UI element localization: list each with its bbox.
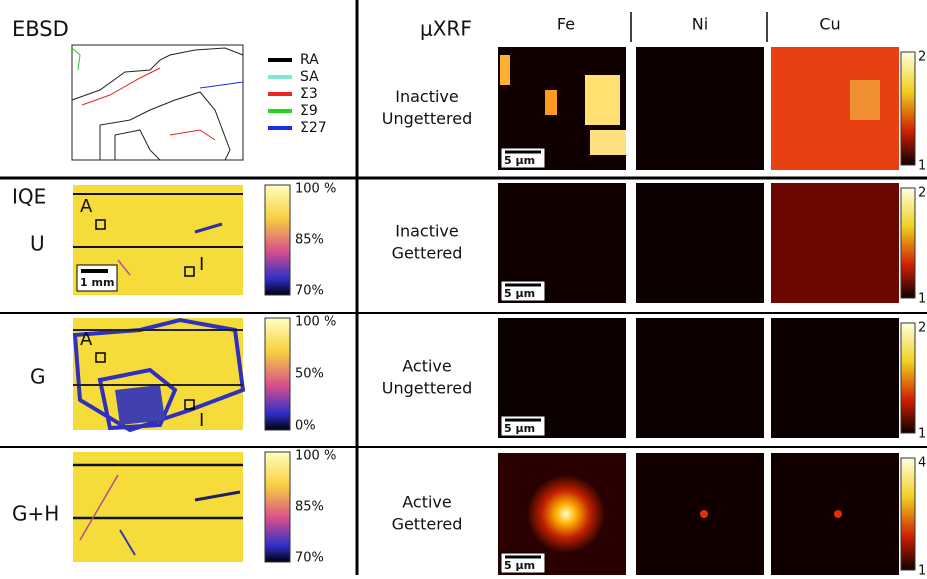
colorbar-label: 1 (918, 427, 926, 442)
row-label: U (30, 232, 45, 256)
section-title: EBSD (12, 17, 69, 41)
scale-bar-label: 5 μm (504, 559, 535, 572)
colorbar (264, 184, 291, 296)
colorbar-label: 100 % (295, 449, 336, 464)
row-label: G+H (12, 502, 59, 526)
column-header: Fe (557, 15, 575, 34)
colorbar (264, 451, 291, 563)
sample-label: Gettered (392, 515, 463, 534)
colorbar-label: 1 (918, 564, 926, 576)
colorbar-label: 2 (918, 321, 926, 336)
column-header: Cu (819, 15, 840, 34)
colorbar-label: 2 (918, 50, 926, 65)
legend-label: Σ27 (300, 120, 327, 136)
colorbar (900, 187, 916, 299)
marker-label: A (80, 196, 93, 217)
iqe-map (72, 185, 246, 562)
colorbar-label: 0% (295, 419, 316, 434)
scale-bar-label: 5 μm (504, 287, 535, 300)
colorbar-label: 85% (295, 233, 324, 248)
colorbar (264, 317, 291, 431)
marker-box (95, 219, 106, 230)
colorbar-label: 1 (918, 292, 926, 307)
legend-label: RA (300, 52, 319, 68)
xrf-map (498, 47, 899, 575)
section-title: μXRF (420, 17, 472, 41)
colorbar-label: 2 (918, 186, 926, 201)
column-header: Ni (692, 15, 708, 34)
colorbar-label: 70% (295, 551, 324, 566)
marker-box (184, 266, 195, 277)
sample-label: Ungettered (382, 379, 472, 398)
sample-label: Inactive (395, 87, 459, 106)
section-title: IQE (12, 185, 46, 209)
scale-bar-label: 5 μm (504, 154, 535, 167)
colorbar-label: 70% (295, 284, 324, 299)
colorbar-label: 85% (295, 500, 324, 515)
legend-label: SA (300, 69, 319, 85)
marker-label: A (80, 329, 93, 350)
marker-box (184, 399, 195, 410)
sample-label: Active (402, 493, 452, 512)
scale-bar-label: 5 μm (504, 422, 535, 435)
colorbar-label: 4 (918, 456, 926, 471)
sample-label: Active (402, 357, 452, 376)
colorbar (900, 322, 916, 434)
colorbar-label: 100 % (295, 315, 336, 330)
sample-label: Gettered (392, 244, 463, 263)
marker-box (95, 352, 106, 363)
colorbar-label: 1 (918, 159, 926, 174)
row-label: G (30, 365, 46, 389)
legend-label: Σ9 (300, 103, 318, 119)
colorbar (900, 51, 916, 166)
legend-label: Σ3 (300, 86, 318, 102)
colorbar-label: 50% (295, 367, 324, 382)
ebsd-map (71, 44, 244, 161)
sample-label: Inactive (395, 222, 459, 241)
sample-label: Ungettered (382, 109, 472, 128)
colorbar (900, 457, 916, 571)
colorbar-label: 100 % (295, 182, 336, 197)
scale-bar-label: 1 mm (80, 276, 114, 289)
marker-label: I (199, 254, 204, 275)
marker-label: I (199, 410, 204, 431)
